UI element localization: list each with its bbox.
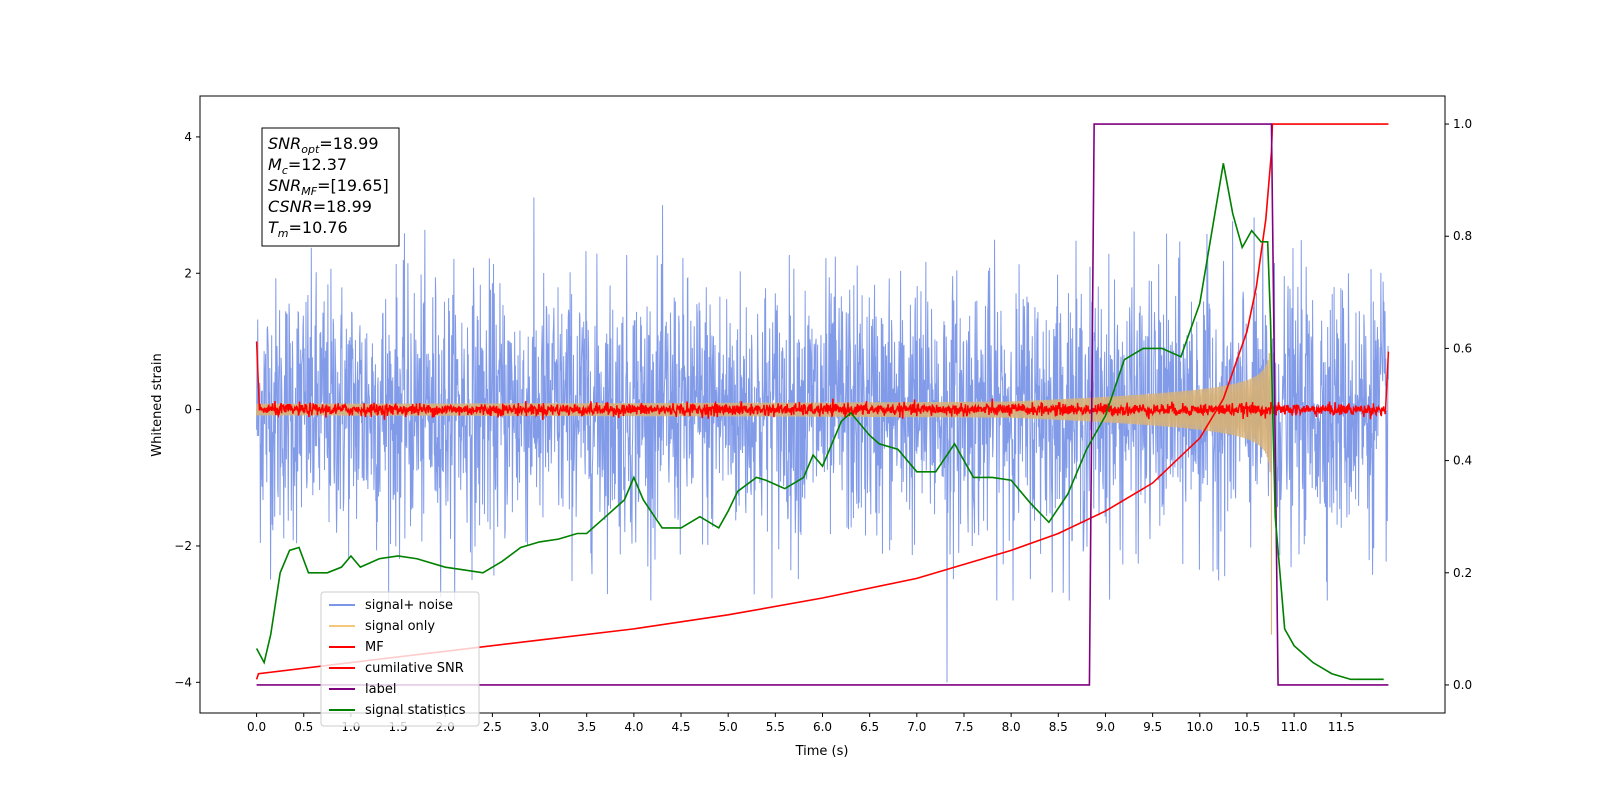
x-tick-label: 6.0: [813, 720, 832, 734]
legend-item-signal-statistics: signal statistics: [329, 703, 466, 718]
x-tick-label: 10.0: [1186, 720, 1213, 734]
annotation-box: SNRopt=18.99Mc=12.37SNRMF=[19.65]CSNR=18…: [261, 127, 400, 247]
series-label: [256, 123, 1389, 686]
y2-tick-label: 0.2: [1453, 566, 1472, 580]
legend: signal+ noise signal only MF cumilative SNR…: [320, 591, 480, 727]
y-tick-label: −4: [174, 675, 192, 689]
annotation-line: CSNR=18.99: [268, 197, 372, 216]
y-axis-label: Whitened strain: [150, 353, 165, 456]
x-tick-label: 8.0: [1002, 720, 1021, 734]
annotation-frame: [261, 127, 400, 247]
x-tick-label: 8.5: [1049, 720, 1068, 734]
x-tick-label: 9.0: [1096, 720, 1115, 734]
x-tick-label: 11.5: [1328, 720, 1355, 734]
annotation-line: SNRMF=[19.65]: [268, 176, 389, 198]
y-tick-label: 2: [184, 266, 192, 280]
x-tick-label: 0.0: [247, 720, 266, 734]
y-tick-label: 4: [184, 130, 192, 144]
x-tick-label: 10.5: [1234, 720, 1261, 734]
y2-tick-label: 1.0: [1453, 117, 1472, 131]
legend-label: label: [365, 682, 396, 697]
x-axis-label: Time (s): [795, 744, 849, 759]
x-tick-label: 11.0: [1281, 720, 1308, 734]
x-tick-label: 3.5: [577, 720, 596, 734]
y2-tick-label: 0.0: [1453, 678, 1472, 692]
x-tick-label: 0.5: [294, 720, 313, 734]
x-tick-label: 5.5: [766, 720, 785, 734]
series-mf: [255, 341, 1390, 421]
y-tick-label: −2: [174, 539, 192, 553]
legend-item-label: label: [329, 682, 396, 697]
legend-label: signal+ noise: [365, 598, 453, 613]
x-tick-label: 9.5: [1143, 720, 1162, 734]
series-signal-statistics: [255, 163, 1384, 681]
x-tick-label: 6.5: [860, 720, 879, 734]
legend-frame: [320, 591, 480, 727]
y-axis-left: −4 −2 0 2 4: [174, 130, 200, 689]
legend-label: signal only: [365, 619, 435, 634]
y-tick-label: 0: [184, 403, 192, 417]
plot-area: [255, 123, 1390, 686]
legend-item-mf: MF: [329, 640, 384, 655]
x-tick-label: 4.5: [671, 720, 690, 734]
legend-label: cumilative SNR: [365, 661, 464, 676]
y-axis-right: 0.0 0.2 0.4 0.6 0.8 1.0: [1445, 117, 1472, 692]
y2-tick-label: 0.8: [1453, 229, 1472, 243]
annotation-line: Tm=10.76: [268, 218, 348, 240]
x-tick-label: 5.0: [719, 720, 738, 734]
x-tick-label: 3.0: [530, 720, 549, 734]
x-tick-label: 7.5: [954, 720, 973, 734]
y2-tick-label: 0.4: [1453, 454, 1472, 468]
legend-item-signal-only: signal only: [329, 619, 435, 634]
x-tick-label: 7.0: [907, 720, 926, 734]
legend-label: MF: [365, 640, 384, 655]
legend-item-cumilative-snr: cumilative SNR: [329, 661, 464, 676]
legend-item-signal-noise: signal+ noise: [329, 598, 453, 613]
x-tick-label: 2.5: [483, 720, 502, 734]
x-axis: 0.0 0.5 1.0 1.5 2.0 2.5 3.0 3.5 4.0 4.5 5.0 5.5 6.0 6…: [247, 713, 1355, 734]
annotation-line: Mc=12.37: [268, 155, 347, 177]
x-tick-label: 4.0: [624, 720, 643, 734]
annotation-line: SNRopt=18.99: [268, 134, 379, 156]
y2-tick-label: 0.6: [1453, 341, 1472, 355]
legend-label: signal statistics: [365, 703, 466, 718]
